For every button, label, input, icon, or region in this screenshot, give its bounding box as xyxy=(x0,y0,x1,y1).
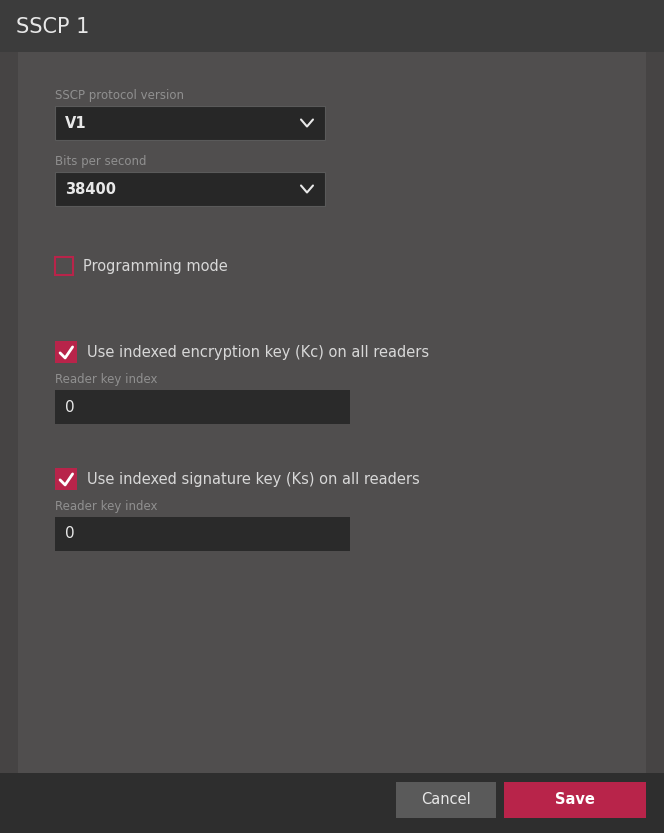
FancyBboxPatch shape xyxy=(18,52,646,773)
FancyBboxPatch shape xyxy=(504,782,646,818)
Text: Reader key index: Reader key index xyxy=(55,500,157,513)
FancyBboxPatch shape xyxy=(0,773,664,833)
Text: Reader key index: Reader key index xyxy=(55,373,157,386)
Text: SSCP protocol version: SSCP protocol version xyxy=(55,89,184,102)
Text: Use indexed encryption key (Kc) on all readers: Use indexed encryption key (Kc) on all r… xyxy=(87,345,429,360)
Text: SSCP 1: SSCP 1 xyxy=(16,17,90,37)
FancyBboxPatch shape xyxy=(55,517,350,551)
Text: Programming mode: Programming mode xyxy=(83,258,228,273)
FancyBboxPatch shape xyxy=(55,341,77,363)
Text: Use indexed signature key (Ks) on all readers: Use indexed signature key (Ks) on all re… xyxy=(87,471,420,486)
FancyBboxPatch shape xyxy=(55,106,325,140)
FancyBboxPatch shape xyxy=(55,468,77,490)
FancyBboxPatch shape xyxy=(0,0,664,52)
Text: 0: 0 xyxy=(65,526,74,541)
Text: Cancel: Cancel xyxy=(421,792,471,807)
Text: Bits per second: Bits per second xyxy=(55,155,147,168)
Text: V1: V1 xyxy=(65,116,86,131)
Text: 0: 0 xyxy=(65,400,74,415)
Text: Save: Save xyxy=(555,792,595,807)
FancyBboxPatch shape xyxy=(55,390,350,424)
FancyBboxPatch shape xyxy=(396,782,496,818)
Text: 38400: 38400 xyxy=(65,182,116,197)
FancyBboxPatch shape xyxy=(55,172,325,206)
